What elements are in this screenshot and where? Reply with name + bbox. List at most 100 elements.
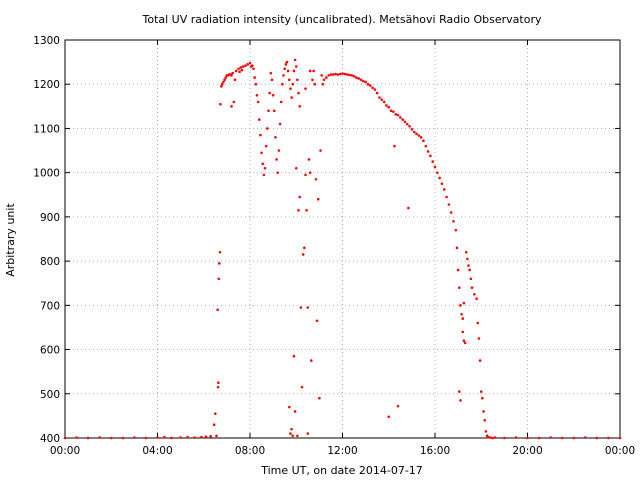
- data-point: [607, 436, 610, 440]
- data-point: [306, 306, 310, 309]
- data-point: [445, 195, 448, 199]
- data-point: [463, 341, 467, 345]
- data-point: [467, 264, 470, 267]
- y-tick-label: 400: [40, 433, 60, 445]
- data-point: [212, 423, 216, 427]
- y-axis-label: Arbitrary unit: [4, 203, 17, 277]
- data-point: [486, 435, 490, 439]
- data-point: [224, 76, 228, 79]
- data-point: [297, 208, 300, 212]
- data-point: [233, 78, 237, 82]
- data-point: [483, 419, 487, 422]
- data-point: [316, 197, 320, 201]
- data-point: [449, 211, 453, 214]
- data-point: [217, 277, 221, 281]
- x-tick-label: 12:00: [327, 445, 357, 457]
- data-point: [298, 195, 302, 199]
- data-point: [457, 390, 461, 393]
- data-point: [289, 432, 292, 435]
- data-point: [403, 120, 407, 124]
- data-point: [270, 78, 274, 82]
- data-point: [286, 69, 290, 73]
- data-point: [291, 82, 295, 86]
- data-point: [348, 73, 351, 77]
- data-point: [290, 427, 293, 431]
- data-point: [216, 385, 220, 389]
- y-tick-label: 800: [40, 256, 60, 268]
- data-point: [299, 306, 303, 309]
- data-point: [260, 151, 263, 155]
- data-point: [216, 308, 219, 312]
- data-point: [341, 72, 344, 75]
- data-point: [375, 91, 379, 95]
- data-point: [493, 436, 497, 439]
- data-point: [319, 149, 322, 152]
- x-tick-label: 16:00: [420, 445, 450, 457]
- data-point: [362, 79, 365, 83]
- data-point: [251, 64, 254, 67]
- data-point: [440, 182, 444, 186]
- data-point: [281, 82, 284, 86]
- data-point: [285, 60, 289, 64]
- data-point: [389, 109, 393, 113]
- data-point: [424, 144, 428, 148]
- data-point: [408, 124, 411, 128]
- y-tick-label: 900: [40, 212, 60, 224]
- data-point: [503, 436, 506, 440]
- data-point: [305, 208, 308, 212]
- data-point: [200, 435, 203, 439]
- data-point: [288, 78, 291, 82]
- data-point: [263, 166, 267, 170]
- data-point: [304, 87, 307, 90]
- y-tick-label: 1300: [33, 35, 60, 47]
- data-point: [322, 78, 326, 82]
- data-point: [133, 436, 136, 439]
- data-point: [304, 173, 307, 177]
- data-point: [436, 171, 439, 174]
- data-point: [373, 88, 377, 91]
- data-point: [461, 330, 465, 334]
- plot-frame: [64, 39, 621, 439]
- data-point: [452, 220, 455, 223]
- data-point: [442, 188, 446, 191]
- data-point: [289, 87, 292, 90]
- data-point: [308, 69, 312, 73]
- data-point: [307, 158, 311, 161]
- data-point: [357, 77, 360, 80]
- data-point: [214, 412, 217, 415]
- data-point: [329, 73, 333, 76]
- data-point: [277, 149, 281, 152]
- y-tick-label: 600: [40, 345, 60, 357]
- data-point: [294, 166, 298, 170]
- data-point: [385, 104, 388, 107]
- data-point: [312, 69, 315, 73]
- data-point: [259, 133, 262, 137]
- data-point: [292, 69, 296, 73]
- data-point: [422, 139, 425, 143]
- data-point: [296, 78, 299, 82]
- data-point: [241, 65, 245, 68]
- data-point: [144, 436, 148, 440]
- data-point: [572, 436, 576, 440]
- data-point: [222, 80, 225, 84]
- data-point: [537, 436, 541, 440]
- data-point: [268, 91, 271, 95]
- data-point: [401, 118, 404, 121]
- data-point: [343, 72, 347, 76]
- data-point: [350, 74, 354, 77]
- data-point: [447, 203, 451, 206]
- data-point: [278, 122, 282, 126]
- data-point: [163, 435, 166, 439]
- data-point: [253, 76, 256, 79]
- data-point: [267, 109, 270, 113]
- data-point: [393, 144, 396, 148]
- data-point: [459, 399, 462, 402]
- data-point: [288, 405, 291, 409]
- data-point: [334, 72, 337, 76]
- data-point: [301, 253, 305, 256]
- data-point: [75, 436, 78, 439]
- data-point: [306, 432, 310, 435]
- x-tick-label: 08:00: [235, 445, 265, 457]
- data-point: [475, 297, 478, 301]
- data-point: [359, 78, 363, 82]
